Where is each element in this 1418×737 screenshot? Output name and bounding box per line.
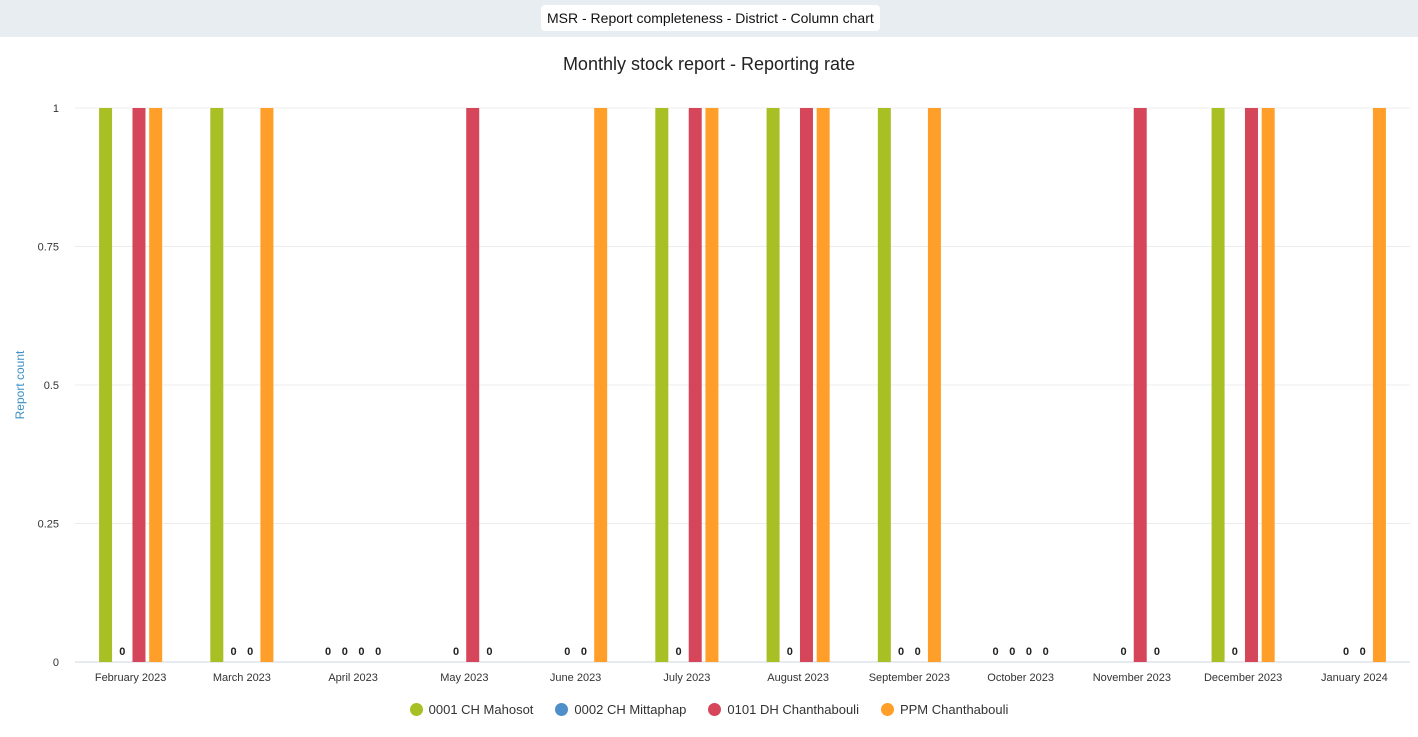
x-tick-label: February 2023 bbox=[95, 672, 167, 684]
data-label: 0 bbox=[1043, 646, 1049, 658]
legend-swatch bbox=[409, 703, 423, 716]
bar[interactable] bbox=[816, 108, 830, 662]
data-label: 0 bbox=[1026, 646, 1032, 658]
chart-legend: 0001 CH Mahosot 0002 CH Mittaphap 0101 DH … bbox=[0, 702, 1418, 717]
bar[interactable] bbox=[688, 108, 702, 662]
x-tick-label: July 2023 bbox=[663, 672, 710, 684]
bar[interactable] bbox=[655, 108, 669, 662]
data-label: 0 bbox=[342, 646, 348, 658]
legend-swatch bbox=[555, 703, 569, 716]
data-label: 0 bbox=[453, 646, 459, 658]
bar[interactable] bbox=[799, 108, 813, 662]
y-tick-label: 0.25 bbox=[38, 519, 59, 531]
x-tick-label: August 2023 bbox=[767, 672, 829, 684]
x-tick-label: December 2023 bbox=[1204, 672, 1282, 684]
legend-label: 0002 CH Mittaphap bbox=[574, 702, 687, 717]
bar[interactable] bbox=[1372, 108, 1386, 662]
data-label: 0 bbox=[581, 646, 587, 658]
x-tick-label: March 2023 bbox=[213, 672, 271, 684]
data-label: 0 bbox=[119, 646, 125, 658]
y-tick-label: 0.75 bbox=[38, 242, 59, 254]
bar[interactable] bbox=[594, 108, 608, 662]
column-chart: 0 0.25 0.5 0.75 1 Report count February 2023 0 M… bbox=[13, 103, 1410, 684]
x-tick-label: September 2023 bbox=[869, 672, 950, 684]
y-axis-label: Report count bbox=[13, 350, 27, 419]
data-label: 0 bbox=[898, 646, 904, 658]
bar[interactable] bbox=[705, 108, 719, 662]
top-bar: MSR - Report completeness - District - C… bbox=[0, 0, 1418, 37]
chart-header-title[interactable]: MSR - Report completeness - District - C… bbox=[541, 5, 880, 31]
x-tick-label: April 2023 bbox=[328, 672, 378, 684]
legend-label: 0101 DH Chanthabouli bbox=[727, 702, 859, 717]
x-tick-label: November 2023 bbox=[1093, 672, 1171, 684]
x-tick-label: May 2023 bbox=[440, 672, 488, 684]
data-label: 0 bbox=[325, 646, 331, 658]
data-label: 0 bbox=[993, 646, 999, 658]
chart-title: Monthly stock report - Reporting rate bbox=[562, 54, 856, 74]
x-tick-label: October 2023 bbox=[987, 672, 1054, 684]
bar[interactable] bbox=[877, 108, 891, 662]
legend-label: 0001 CH Mahosot bbox=[428, 702, 534, 717]
y-tick-label: 0 bbox=[53, 657, 59, 669]
bar[interactable] bbox=[1133, 108, 1147, 662]
bar[interactable] bbox=[927, 108, 941, 662]
y-tick-label: 1 bbox=[53, 103, 59, 115]
bar[interactable] bbox=[132, 108, 146, 662]
data-label: 0 bbox=[1360, 646, 1366, 658]
data-label: 0 bbox=[1154, 646, 1160, 658]
bar[interactable] bbox=[1211, 108, 1225, 662]
x-tick-label: June 2023 bbox=[550, 672, 601, 684]
data-label: 0 bbox=[1120, 646, 1126, 658]
data-label: 0 bbox=[675, 646, 681, 658]
legend-swatch bbox=[880, 703, 894, 716]
data-label: 0 bbox=[564, 646, 570, 658]
data-label: 0 bbox=[358, 646, 364, 658]
legend-item[interactable]: 0101 DH Chanthabouli bbox=[708, 702, 859, 717]
data-label: 0 bbox=[1009, 646, 1015, 658]
data-label: 0 bbox=[1232, 646, 1238, 658]
legend-item[interactable]: 0002 CH Mittaphap bbox=[555, 702, 686, 717]
legend-item[interactable]: 0001 CH Mahosot bbox=[409, 702, 534, 717]
bar[interactable] bbox=[766, 108, 780, 662]
legend-item[interactable]: PPM Chanthabouli bbox=[880, 702, 1009, 717]
bar[interactable] bbox=[99, 108, 113, 662]
bar[interactable] bbox=[260, 108, 274, 662]
data-label: 0 bbox=[1343, 646, 1349, 658]
legend-swatch bbox=[708, 703, 722, 716]
data-label: 0 bbox=[375, 646, 381, 658]
data-label: 0 bbox=[486, 646, 492, 658]
data-label: 0 bbox=[787, 646, 793, 658]
x-tick-label: January 2024 bbox=[1321, 672, 1388, 684]
bar[interactable] bbox=[1261, 108, 1275, 662]
data-label: 0 bbox=[915, 646, 921, 658]
legend-label: PPM Chanthabouli bbox=[899, 702, 1009, 717]
data-label: 0 bbox=[230, 646, 236, 658]
bar[interactable] bbox=[466, 108, 480, 662]
data-label: 0 bbox=[247, 646, 253, 658]
bar[interactable] bbox=[210, 108, 224, 662]
y-tick-label: 0.5 bbox=[44, 380, 59, 392]
bar[interactable] bbox=[149, 108, 163, 662]
bar[interactable] bbox=[1244, 108, 1258, 662]
